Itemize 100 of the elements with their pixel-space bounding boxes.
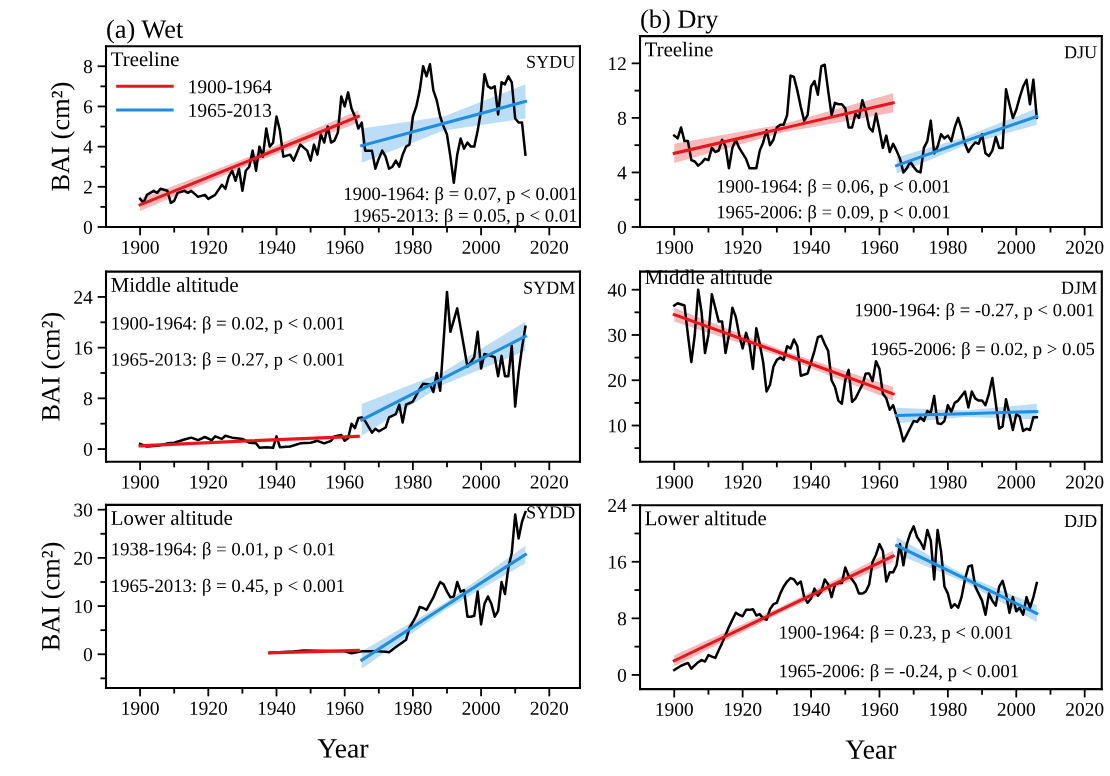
x-tick-label: 1960 <box>326 701 364 715</box>
annotation: SYDM <box>524 281 575 294</box>
x-tick-label: 1940 <box>793 702 830 716</box>
annotation: Lower altitude <box>645 510 766 526</box>
x-tick-label: 2000 <box>997 240 1035 254</box>
x-tick-label: 1980 <box>395 475 432 489</box>
x-tick-label: 2020 <box>530 475 568 489</box>
y-tick-label: 12 <box>609 57 626 71</box>
chart-title: (a) Wet <box>107 19 184 44</box>
x-tick-label: 1900 <box>656 240 693 254</box>
x-axis-title: Year <box>317 739 369 758</box>
y-tick-label: 16 <box>75 341 93 355</box>
y-tick-label: 6 <box>83 100 93 114</box>
x-tick-label: 1940 <box>793 240 830 254</box>
y-tick-label: 8 <box>83 60 93 74</box>
y-tick-label: 20 <box>608 374 627 388</box>
x-tick-label: 1900 <box>122 475 159 489</box>
x-tick-label: 1960 <box>861 475 899 489</box>
x-tick-label: 2000 <box>997 702 1035 716</box>
y-tick-label: 4 <box>617 166 627 180</box>
y-tick-label: 8 <box>83 392 93 406</box>
x-tick-label: 2020 <box>1066 702 1104 716</box>
annotation: 1965-2006: β = 0.02, p > 0.05 <box>871 341 1095 360</box>
annotation: 1938-1964: β = 0.01, p < 0.01 <box>112 542 335 560</box>
x-tick-label: 1960 <box>861 240 899 254</box>
x-tick-label: 1920 <box>724 702 762 716</box>
y-tick-label: 10 <box>75 599 93 614</box>
y-tick-label: 0 <box>617 220 627 234</box>
y-tick-label: 2 <box>83 180 92 194</box>
y-tick-label: 40 <box>607 283 627 297</box>
x-tick-label: 1940 <box>258 701 296 715</box>
x-tick-label: 2000 <box>462 240 500 254</box>
y-tick-label: 0 <box>83 220 93 234</box>
x-tick-label: 1940 <box>258 475 296 489</box>
annotation: Treeline <box>111 51 179 67</box>
annotation: 1965-2013: β = 0.05, p < 0.01 <box>354 208 577 226</box>
x-tick-label: 1900 <box>656 702 693 716</box>
x-tick-label: 1900 <box>122 701 159 715</box>
y-tick-label: 8 <box>617 111 627 125</box>
x-tick-label: 1920 <box>190 701 227 715</box>
x-tick-label: 1960 <box>326 475 364 489</box>
y-tick-label: 8 <box>617 612 627 626</box>
y-tick-label: 24 <box>74 290 93 304</box>
annotation: 1900-1964: β = -0.27, p < 0.001 <box>855 302 1094 321</box>
x-tick-label: 2000 <box>997 475 1035 489</box>
x-tick-label: 1940 <box>258 240 296 254</box>
x-tick-label: 1920 <box>190 475 227 489</box>
y-tick-label: 30 <box>74 503 93 517</box>
annotation: Lower altitude <box>111 510 233 526</box>
annotation: DJM <box>1061 281 1097 294</box>
x-tick-label: 1980 <box>930 702 967 716</box>
y-tick-label: 20 <box>74 551 93 565</box>
annotation: SYDU <box>527 55 575 68</box>
annotation: 1965-2006: β = 0.09, p < 0.001 <box>717 205 950 223</box>
annotation: Middle altitude <box>111 277 238 292</box>
y-tick-label: 0 <box>617 668 627 682</box>
x-tick-label: 2000 <box>462 701 500 715</box>
y-tick-label: 0 <box>83 648 93 662</box>
annotation: DJU <box>1064 46 1097 59</box>
x-tick-label: 2020 <box>530 701 568 715</box>
y-tick-label: 10 <box>609 419 627 433</box>
annotation: 1900-1964: β = 0.23, p < 0.001 <box>780 625 1012 643</box>
x-tick-label: 1980 <box>930 240 967 254</box>
x-tick-label: 1920 <box>724 475 762 489</box>
y-tick-label: 16 <box>609 555 627 569</box>
annotation: 1965-2013: β = 0.45, p < 0.001 <box>112 578 344 596</box>
x-tick-label: 2020 <box>1066 240 1104 254</box>
annotation: 1900-1964: β = 0.07, p < 0.001 <box>344 186 577 204</box>
y-tick-label: 0 <box>83 442 93 456</box>
annotation: 1900-1964: β = 0.06, p < 0.001 <box>717 179 950 197</box>
y-axis-title: BAI (cm²) <box>41 312 66 421</box>
annotation: Middle altitude <box>645 269 772 285</box>
x-axis-title: Year <box>845 740 897 759</box>
x-tick-label: 1960 <box>326 240 364 254</box>
annotation: SYDD <box>527 506 575 519</box>
y-axis-title: BAI (cm²) <box>41 542 66 651</box>
y-axis-title: BAI (cm²) <box>50 82 75 191</box>
x-tick-label: 1920 <box>190 240 227 254</box>
x-tick-label: 1900 <box>122 240 159 254</box>
y-tick-label: 4 <box>83 140 93 154</box>
y-tick-label: 24 <box>608 499 627 512</box>
legend-label: 1900-1964 <box>189 80 272 94</box>
x-tick-label: 1980 <box>395 701 432 715</box>
x-tick-label: 1980 <box>930 475 967 489</box>
x-tick-label: 2000 <box>462 475 500 489</box>
annotation: 1900-1964: β = 0.02, p < 0.001 <box>112 316 344 334</box>
x-tick-label: 1960 <box>861 702 899 716</box>
x-tick-label: 2020 <box>1066 475 1104 489</box>
chart-title: (b) Dry <box>641 9 719 34</box>
annotation: DJD <box>1064 515 1097 528</box>
x-tick-label: 2020 <box>530 240 568 254</box>
y-tick-label: 30 <box>608 328 627 342</box>
annotation: Treeline <box>645 41 713 57</box>
x-tick-label: 1900 <box>656 475 693 489</box>
annotation: 1965-2006: β = -0.24, p < 0.001 <box>780 663 1018 682</box>
x-tick-label: 1980 <box>395 240 432 254</box>
x-tick-label: 1940 <box>793 475 830 489</box>
annotation: 1965-2013: β = 0.27, p < 0.001 <box>112 352 344 370</box>
x-tick-label: 1920 <box>724 240 762 254</box>
legend-label: 1965-2013 <box>189 103 272 117</box>
